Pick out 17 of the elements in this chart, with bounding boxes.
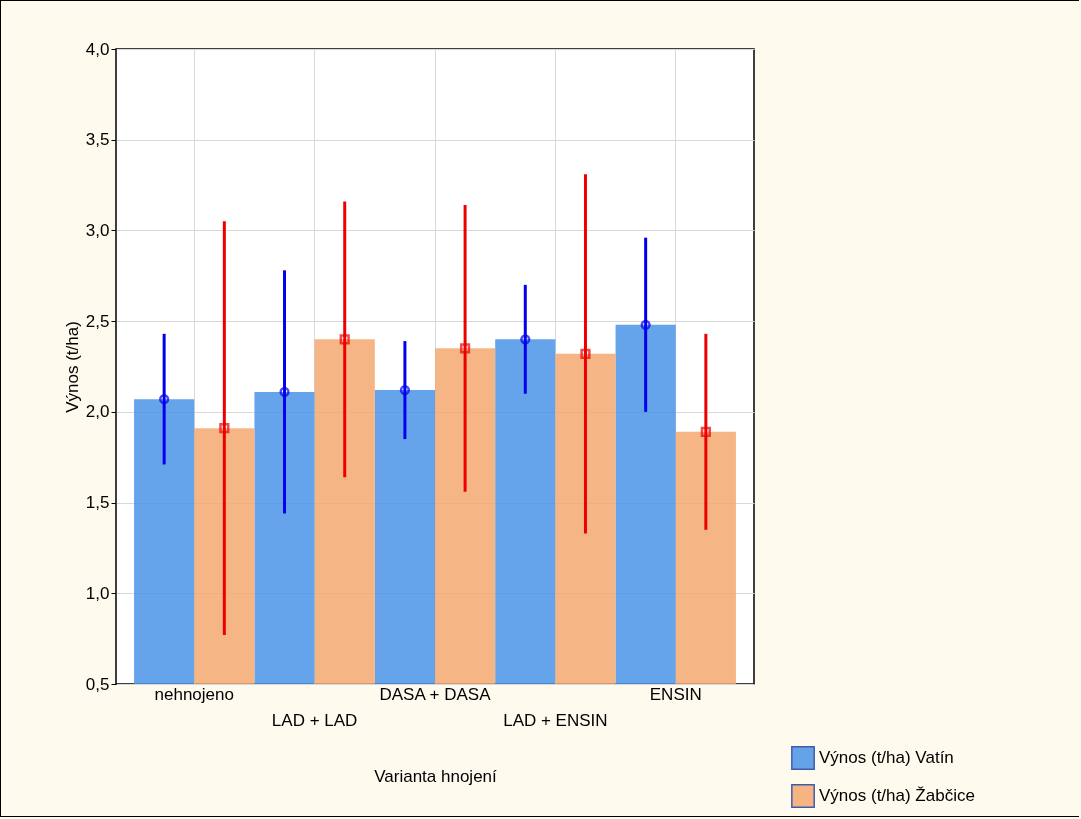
legend-label: Výnos (t/ha) Vatín [819, 748, 954, 767]
x-tick-label: LAD + ENSIN [503, 710, 608, 730]
y-tick-label: 1,0 [85, 583, 110, 603]
x-axis-title: Varianta hnojení [374, 766, 498, 786]
x-tick-label: nehnojeno [154, 684, 234, 704]
y-tick-label: 3,0 [85, 220, 110, 240]
x-tick-label: LAD + LAD [271, 710, 358, 730]
y-tick-label: 3,5 [85, 130, 110, 150]
y-tick-label: 1,5 [85, 493, 110, 513]
y-axis-title: Výnos (t/ha) [62, 321, 82, 413]
legend-label: Výnos (t/ha) Žabčice [819, 786, 975, 805]
y-tick-label: 4,0 [85, 39, 110, 59]
x-tick-label: DASA + DASA [379, 684, 492, 704]
y-tick-label: 2,5 [85, 311, 110, 331]
y-tick-label: 0,5 [85, 674, 110, 694]
x-tick-label: ENSIN [649, 684, 702, 704]
y-tick-label: 2,0 [85, 402, 110, 422]
